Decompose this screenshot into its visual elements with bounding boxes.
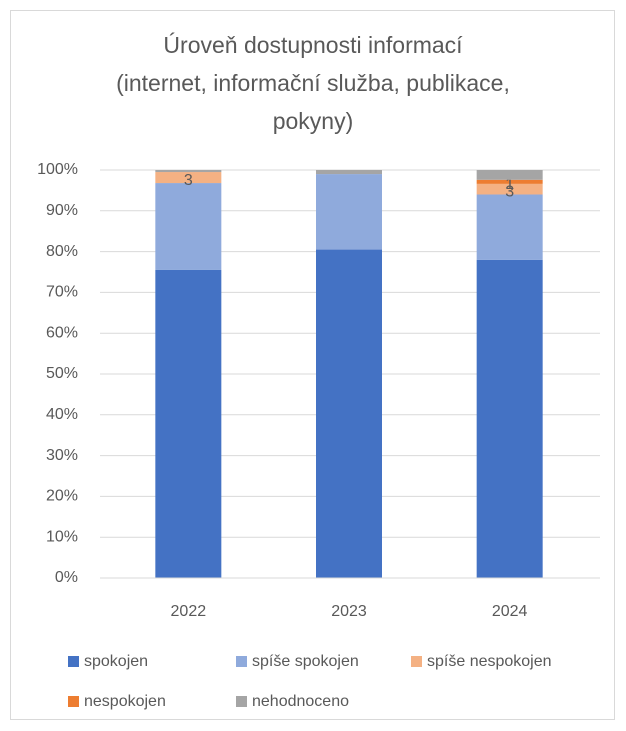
bar-segment (155, 170, 222, 173)
legend-swatch (68, 656, 79, 667)
chart-title: Úroveň dostupnosti informací (internet, … (116, 32, 510, 134)
legend-label: spokojen (84, 653, 148, 670)
y-tick-label: 90% (46, 202, 78, 219)
bar-segment (476, 179, 543, 184)
bar-segment (155, 183, 222, 270)
y-tick-label: 70% (46, 284, 78, 301)
y-tick-label: 50% (46, 365, 78, 382)
legend-label: spíše spokojen (252, 653, 359, 670)
y-tick-label: 20% (46, 488, 78, 505)
data-label: 1 (505, 176, 514, 193)
data-label: 3 (184, 172, 193, 189)
legend-swatch (236, 656, 247, 667)
x-tick-label: 2024 (492, 603, 528, 620)
y-tick-label: 40% (46, 406, 78, 423)
y-tick-label: 0% (55, 569, 78, 586)
bar-segment (155, 269, 222, 578)
bar-segment (155, 172, 222, 184)
bar-segment (316, 174, 382, 250)
legend-swatch (68, 696, 79, 707)
legend-label: nehodnoceno (252, 693, 349, 710)
x-tick-label: 2023 (331, 603, 367, 620)
bar-segment (476, 194, 543, 260)
legend-label: nespokojen (84, 693, 166, 710)
y-tick-label: 60% (46, 324, 78, 341)
y-tick-label: 80% (46, 243, 78, 260)
bar-segment (476, 170, 543, 180)
legend-swatch (236, 696, 247, 707)
x-tick-label: 2022 (171, 603, 207, 620)
bar-segment (316, 249, 382, 578)
bar-segment (476, 183, 543, 195)
y-tick-label: 100% (37, 161, 78, 178)
y-tick-label: 30% (46, 447, 78, 464)
bar-segment (316, 170, 382, 175)
y-tick-label: 10% (46, 528, 78, 545)
data-label: 3 (505, 183, 514, 200)
legend-label: spíše nespokojen (427, 653, 552, 670)
legend-swatch (411, 656, 422, 667)
bar-segment (476, 259, 543, 578)
